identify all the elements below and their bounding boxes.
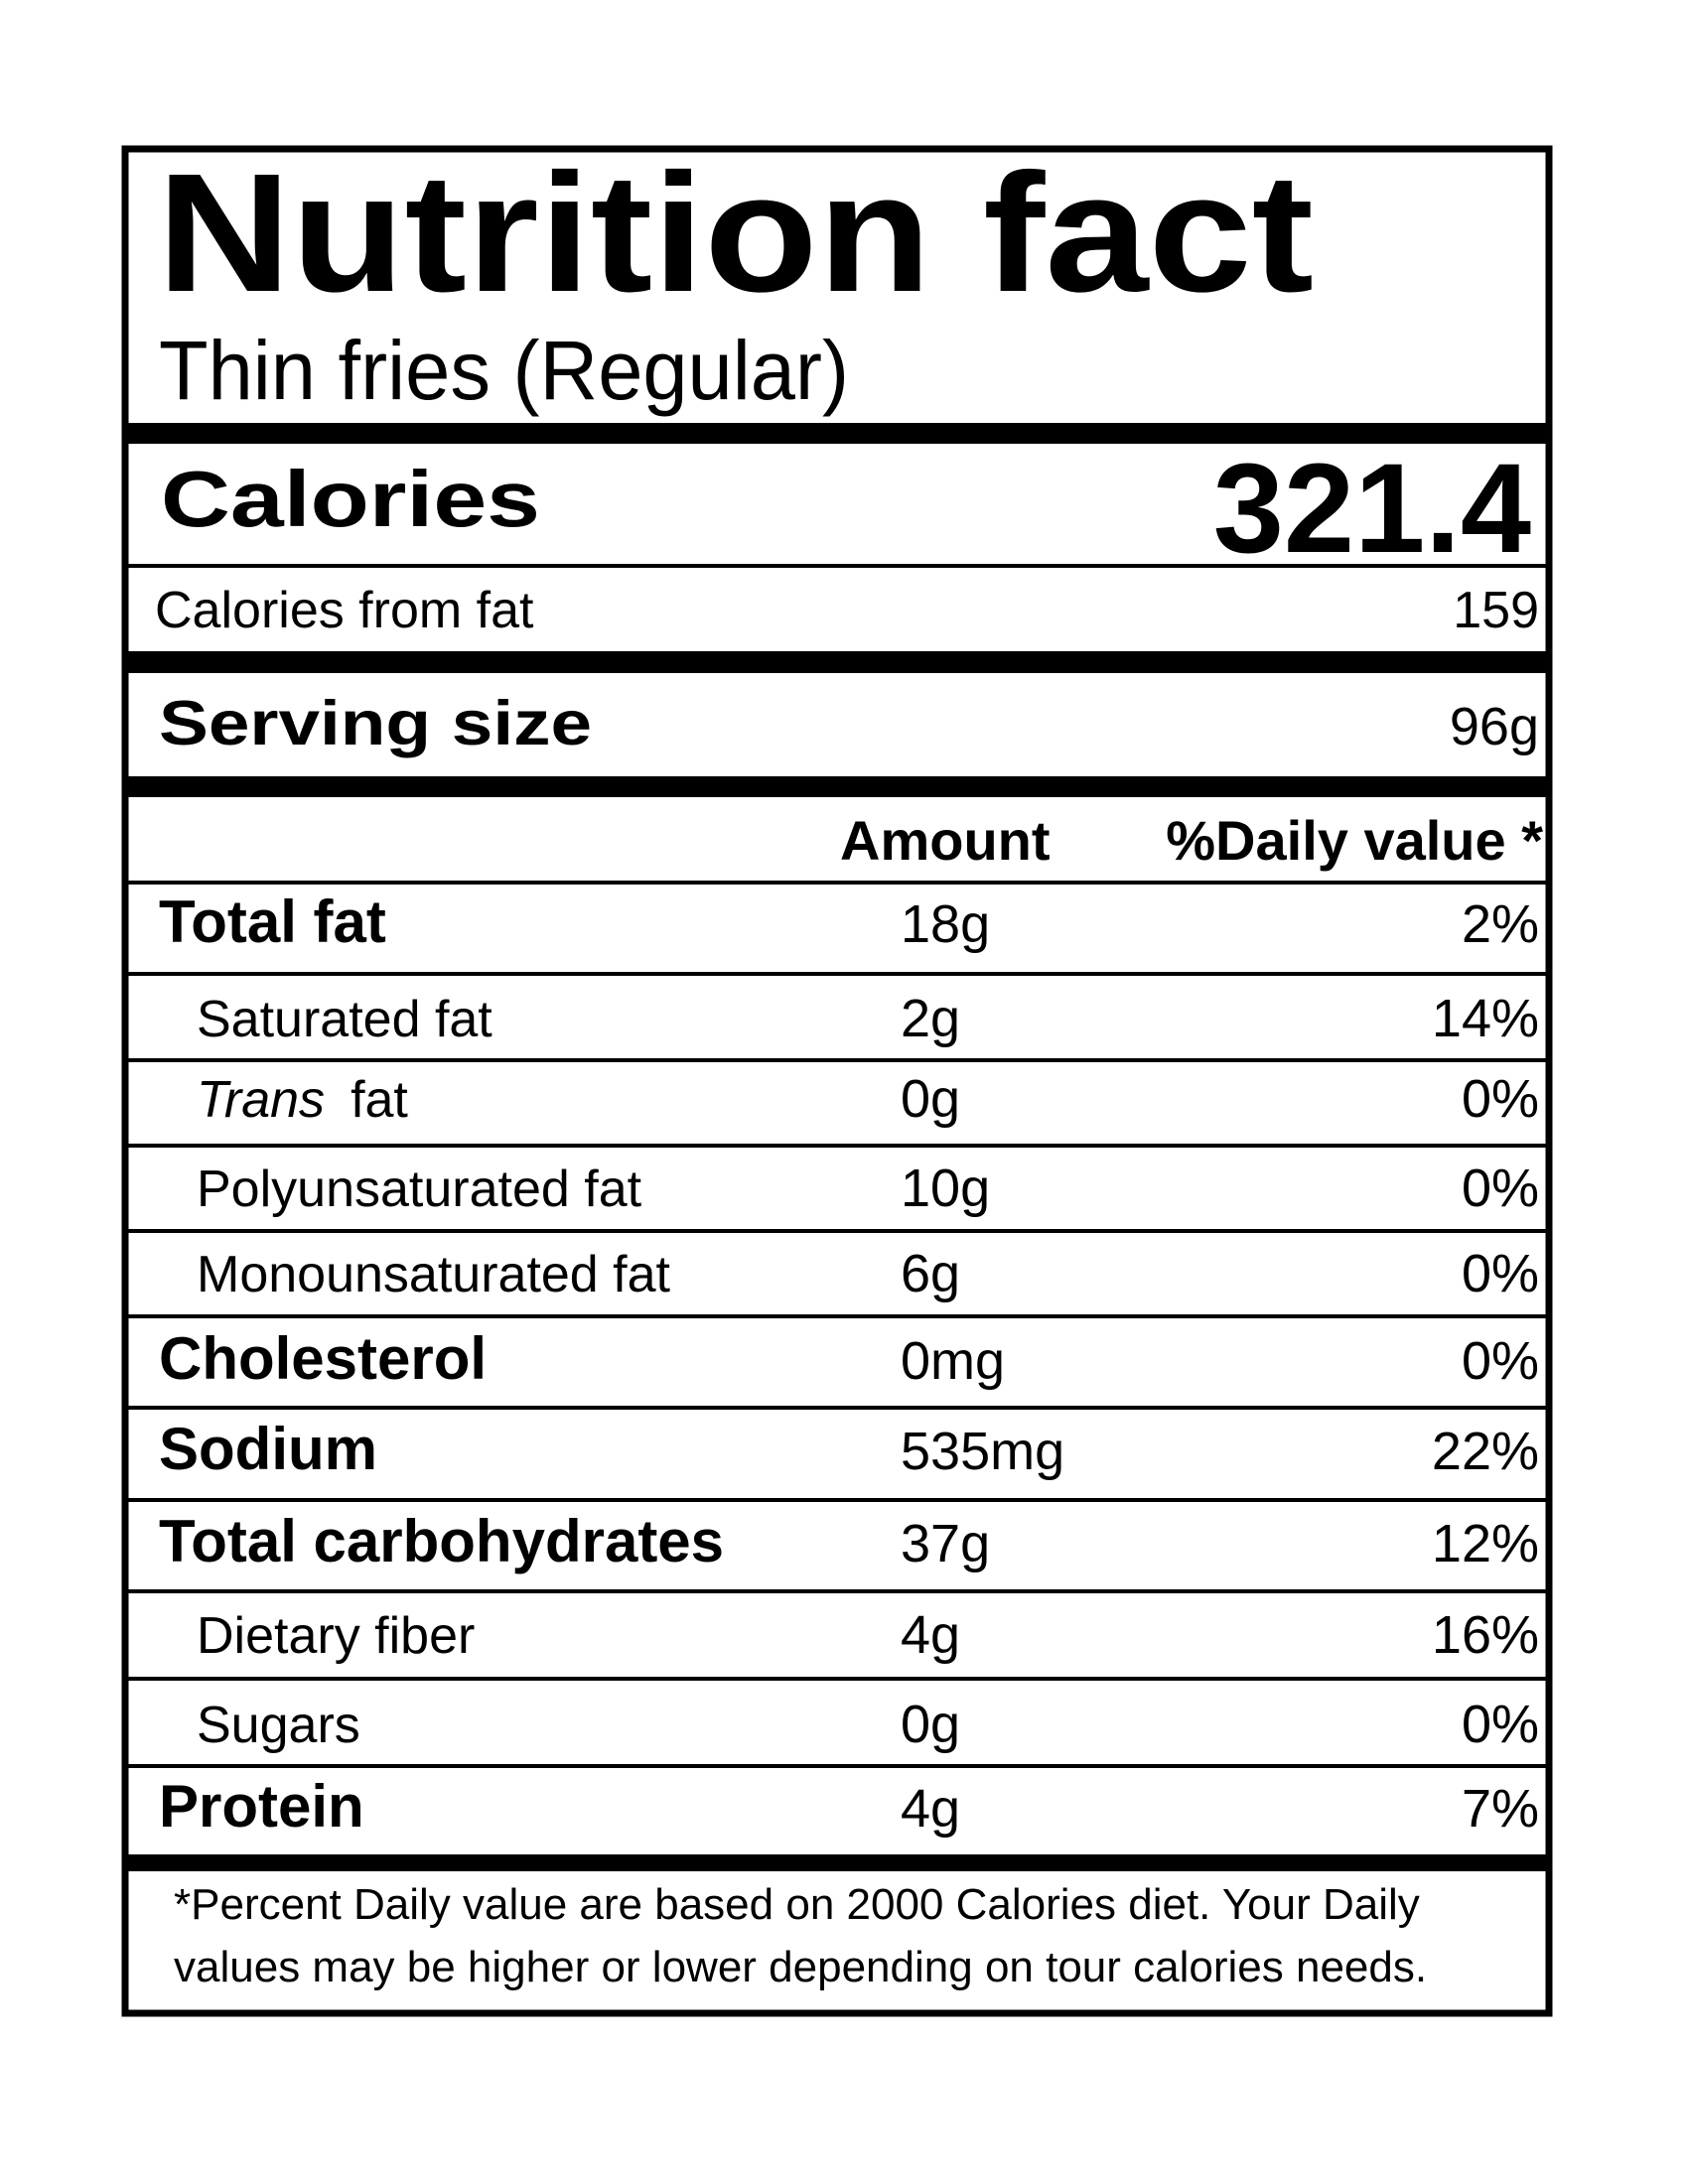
serving-size-value: 96g bbox=[1450, 697, 1539, 756]
divider bbox=[125, 564, 1549, 568]
row-amount: 535mg bbox=[901, 1422, 1064, 1481]
divider bbox=[125, 881, 1549, 885]
column-header: Amount bbox=[840, 809, 1051, 872]
serving-size-label: Serving size bbox=[159, 689, 592, 758]
row-label: Saturated fat bbox=[197, 991, 492, 1048]
footnote: *Percent Daily value are based on 2000 C… bbox=[174, 1880, 1420, 1929]
row-daily: 0% bbox=[1462, 1069, 1539, 1129]
subtitle: Thin fries (Regular) bbox=[159, 324, 849, 417]
row-label: Protein bbox=[159, 1773, 364, 1840]
row-label: fat bbox=[351, 1071, 408, 1129]
row-divider bbox=[125, 1764, 1549, 1768]
row-amount: 37g bbox=[901, 1514, 990, 1573]
row-daily: 0% bbox=[1462, 1159, 1539, 1218]
row-amount: 10g bbox=[901, 1159, 990, 1218]
title: Nutrition fact bbox=[157, 139, 1314, 328]
row-label: Total carbohydrates bbox=[159, 1508, 724, 1574]
row-daily: 0% bbox=[1462, 1331, 1539, 1391]
calories-from-fat-value: 159 bbox=[1453, 582, 1539, 639]
calories-label: Calories bbox=[161, 455, 540, 543]
row-daily: 14% bbox=[1432, 989, 1539, 1048]
row-amount: 0mg bbox=[901, 1331, 1005, 1391]
row-label: Monounsaturated fat bbox=[197, 1246, 671, 1303]
row-label: Polyunsaturated fat bbox=[197, 1160, 642, 1218]
thick-divider bbox=[125, 1854, 1549, 1871]
thick-divider bbox=[125, 651, 1549, 673]
row-divider bbox=[125, 972, 1549, 976]
row-label: Total fat bbox=[159, 888, 386, 955]
label-border bbox=[121, 145, 1553, 2017]
row-daily: 0% bbox=[1462, 1244, 1539, 1303]
row-divider bbox=[125, 1314, 1549, 1318]
row-divider bbox=[125, 1229, 1549, 1233]
calories-from-fat-label: Calories from fat bbox=[155, 582, 534, 639]
row-amount: 18g bbox=[901, 894, 990, 954]
row-divider bbox=[125, 1677, 1549, 1681]
row-daily: 22% bbox=[1432, 1422, 1539, 1481]
row-daily: 2% bbox=[1462, 894, 1539, 954]
row-label-italic: Trans bbox=[197, 1071, 325, 1129]
row-amount: 6g bbox=[901, 1244, 960, 1303]
row-amount: 0g bbox=[901, 1069, 960, 1129]
calories-value: 321.4 bbox=[1213, 438, 1531, 580]
row-divider bbox=[125, 1406, 1549, 1410]
row-amount: 4g bbox=[901, 1779, 960, 1839]
row-amount: 0g bbox=[901, 1695, 960, 1754]
row-label: Cholesterol bbox=[159, 1325, 487, 1392]
row-divider bbox=[125, 1589, 1549, 1593]
row-label: Sodium bbox=[159, 1416, 377, 1482]
row-divider bbox=[125, 1058, 1549, 1062]
row-daily: 16% bbox=[1432, 1605, 1539, 1665]
row-daily: 0% bbox=[1462, 1695, 1539, 1754]
row-daily: 7% bbox=[1462, 1779, 1539, 1839]
row-daily: 12% bbox=[1432, 1514, 1539, 1573]
row-divider bbox=[125, 1144, 1549, 1148]
row-label: Sugars bbox=[197, 1697, 360, 1754]
thick-divider bbox=[125, 776, 1549, 797]
row-amount: 2g bbox=[901, 989, 960, 1048]
column-header: %Daily value * bbox=[1166, 809, 1543, 872]
row-amount: 4g bbox=[901, 1605, 960, 1665]
row-label: Dietary fiber bbox=[197, 1607, 475, 1665]
footnote: values may be higher or lower depending … bbox=[174, 1943, 1427, 1991]
row-divider bbox=[125, 1498, 1549, 1502]
thick-divider bbox=[125, 423, 1549, 444]
